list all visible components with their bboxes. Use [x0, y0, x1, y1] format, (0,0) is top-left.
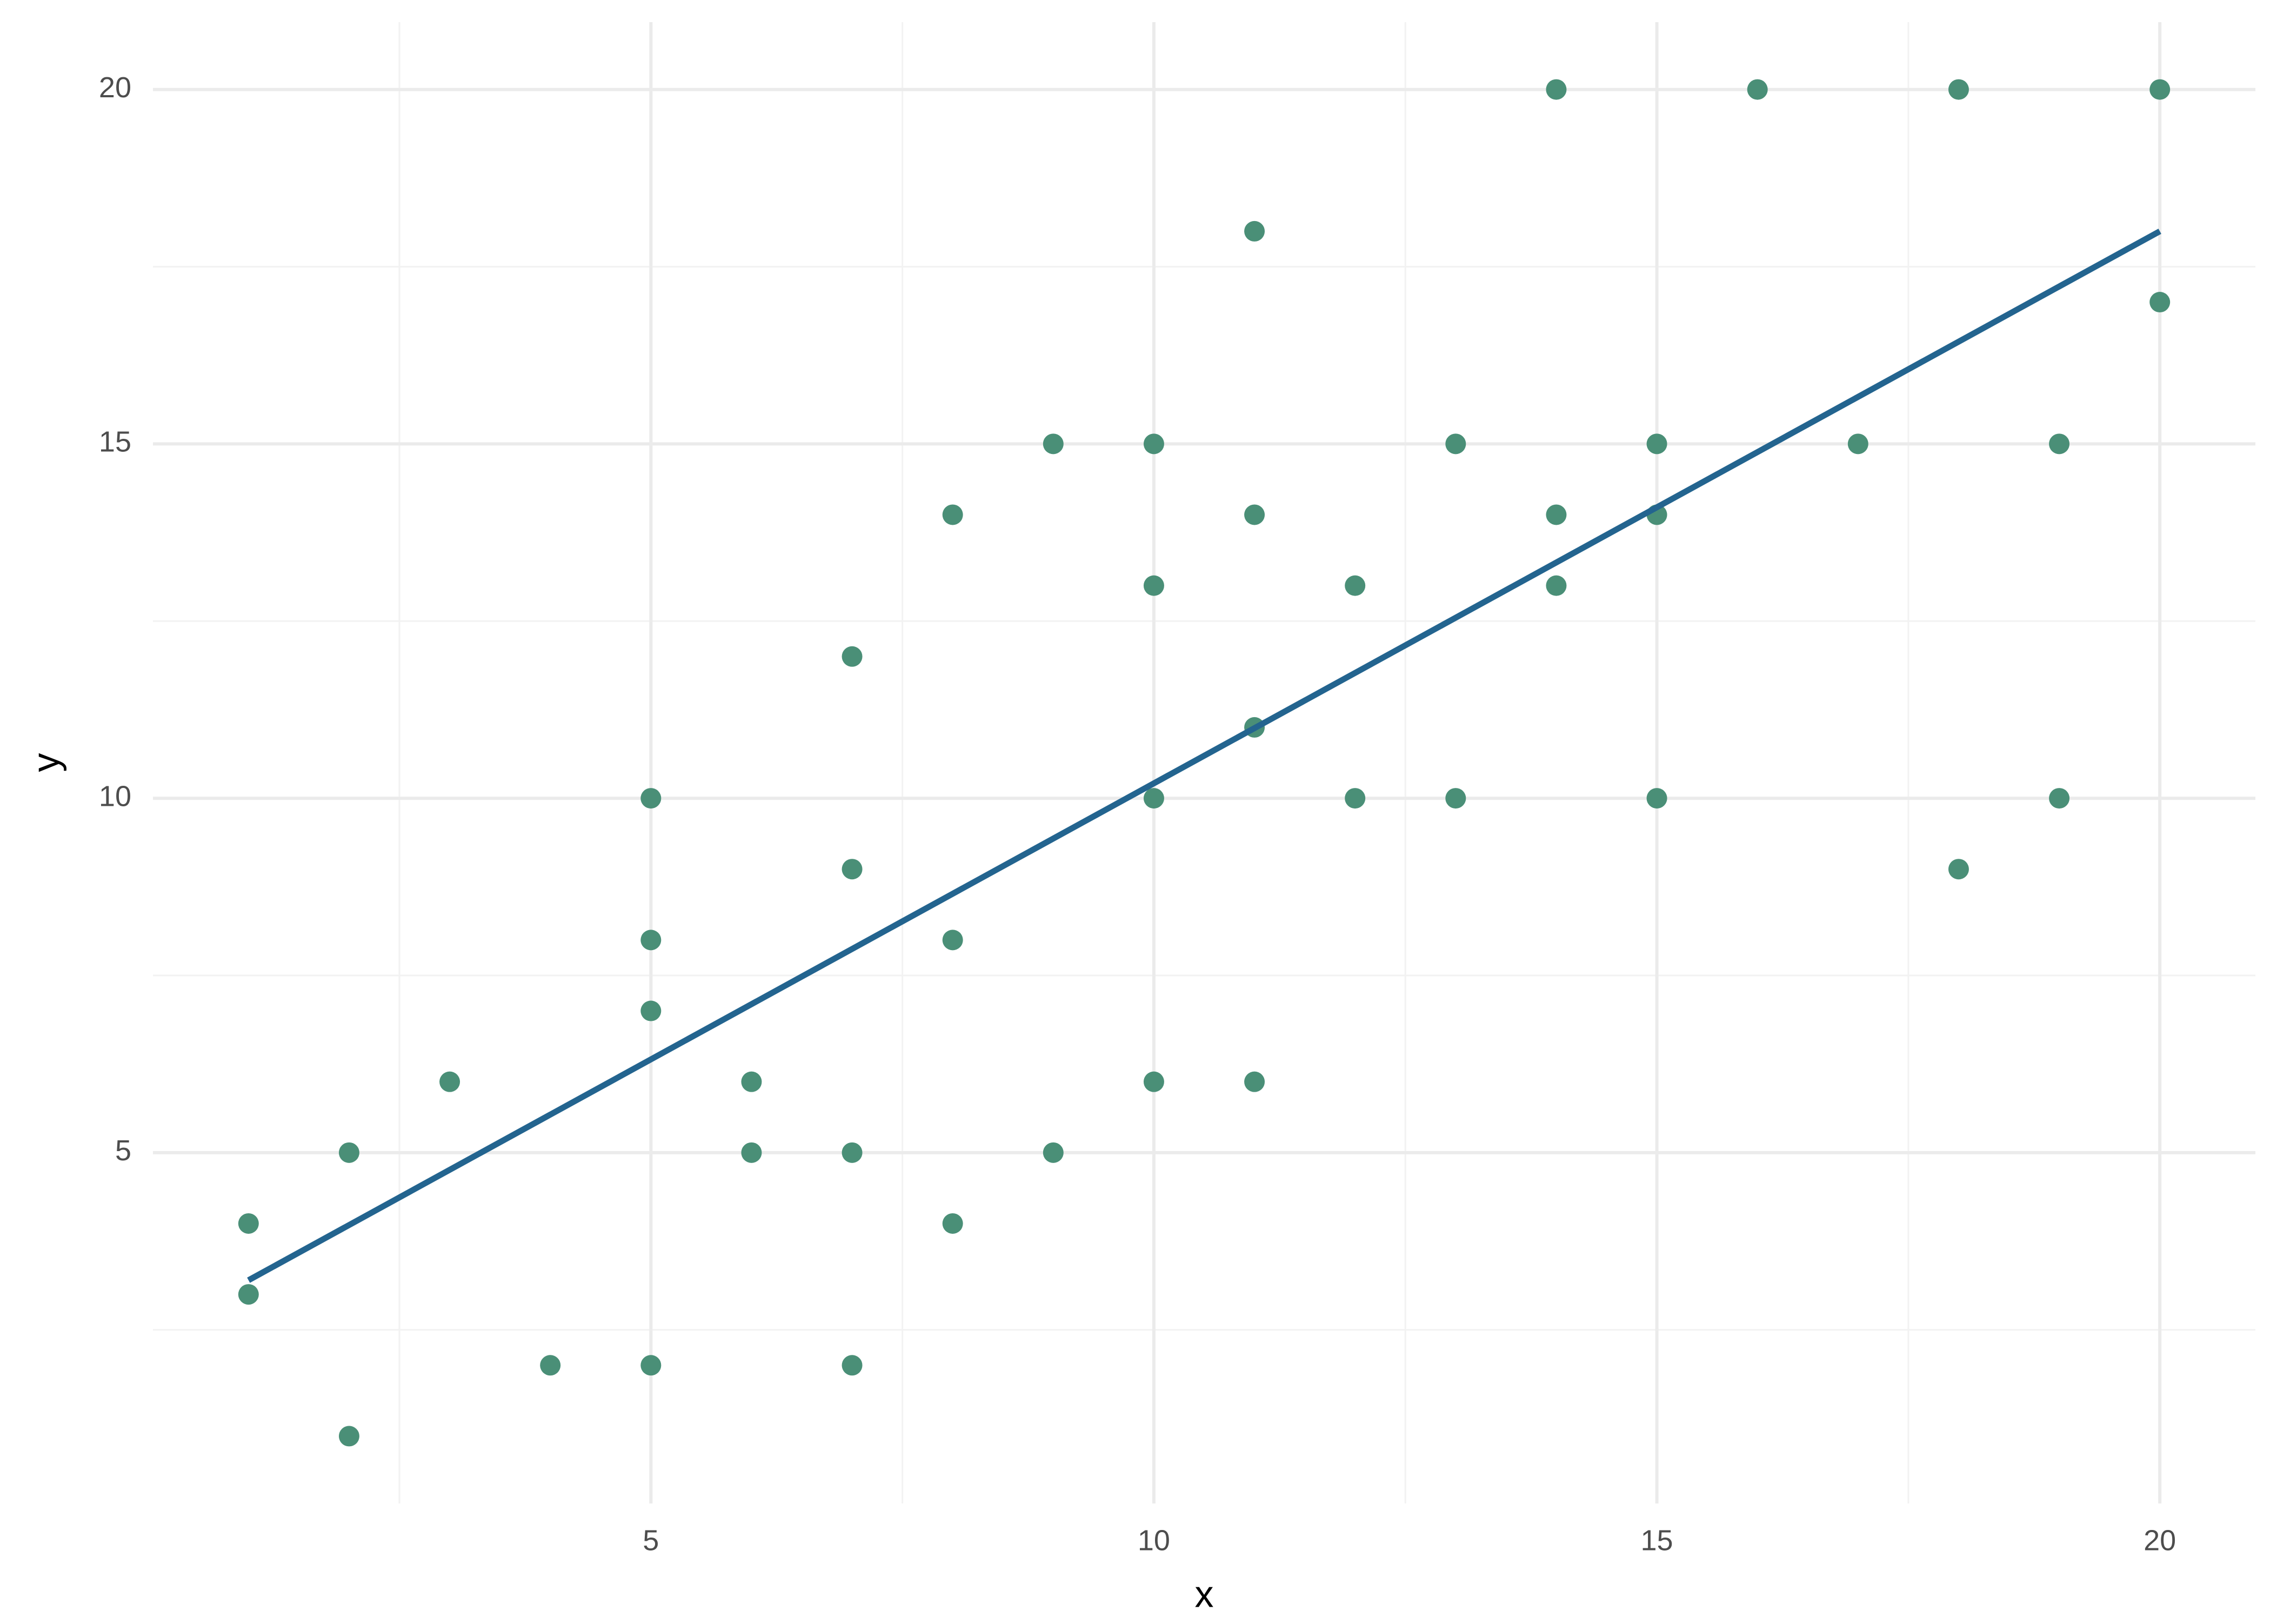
point [942, 504, 963, 525]
point [640, 930, 662, 951]
point [741, 1142, 762, 1163]
point [1445, 788, 1466, 809]
point [540, 1355, 561, 1376]
point [1646, 788, 1667, 809]
point [1244, 1071, 1265, 1092]
point [842, 1355, 863, 1376]
point [439, 1071, 460, 1092]
point [1948, 859, 1969, 880]
point [338, 1426, 359, 1447]
y-tick-label: 20 [99, 71, 131, 104]
point [1546, 504, 1567, 525]
grid [153, 22, 2255, 1503]
x-tick-label: 5 [643, 1524, 659, 1556]
point [741, 1071, 762, 1092]
x-tick-label: 15 [1641, 1524, 1673, 1556]
marks [238, 79, 2171, 1447]
y-axis-title: y [24, 753, 66, 772]
point [640, 1355, 662, 1376]
point [842, 1142, 863, 1163]
point [1345, 575, 1366, 596]
point [1043, 1142, 1064, 1163]
point [1143, 575, 1164, 596]
point [238, 1284, 259, 1305]
point [1445, 433, 1466, 455]
point [1546, 575, 1567, 596]
point [1847, 433, 1868, 455]
point [842, 646, 863, 667]
point [1646, 433, 1667, 455]
point [2049, 433, 2070, 455]
point [942, 1213, 963, 1234]
point [1143, 788, 1164, 809]
point [1043, 433, 1064, 455]
y-tick-label: 10 [99, 780, 131, 812]
point [2149, 79, 2171, 100]
x-tick-label: 10 [1138, 1524, 1170, 1556]
point [1143, 1071, 1164, 1092]
point [1948, 79, 1969, 100]
point [338, 1142, 359, 1163]
x-tick-label: 20 [2144, 1524, 2176, 1556]
trend-line [247, 229, 2161, 1283]
point [1747, 79, 1768, 100]
point [2049, 788, 2070, 809]
point [1546, 79, 1567, 100]
point [1143, 433, 1164, 455]
point [640, 788, 662, 809]
point [1244, 504, 1265, 525]
point [842, 859, 863, 880]
y-tick-label: 15 [99, 426, 131, 458]
point [2149, 292, 2171, 313]
point [640, 1000, 662, 1021]
x-axis-title: x [1195, 1573, 1214, 1615]
point [942, 930, 963, 951]
point [238, 1213, 259, 1234]
point [1345, 788, 1366, 809]
point [1244, 220, 1265, 242]
y-tick-label: 5 [115, 1134, 131, 1167]
